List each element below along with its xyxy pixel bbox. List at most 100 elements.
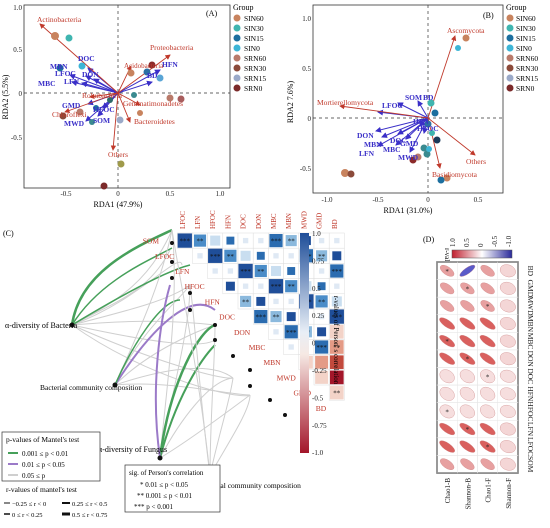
- b-xtick: -1.0: [321, 196, 333, 204]
- c-sig-star: **: [333, 344, 341, 352]
- a-taxa-label: Proteobacteria: [150, 43, 194, 52]
- d-col-label: Shannon-B: [464, 478, 472, 510]
- c-heat-mark: [242, 283, 249, 289]
- a-xtick: 0: [116, 190, 120, 198]
- c-sig-star: ***: [332, 268, 343, 276]
- c-sig-star: ***: [180, 238, 191, 246]
- d-col-label: Shannon-F: [505, 478, 513, 509]
- a-env-label: GMD: [62, 101, 81, 110]
- d-heat-ellipse: [480, 265, 495, 277]
- d-sig-star: *: [486, 303, 490, 311]
- d-heat-ellipse: [459, 264, 476, 277]
- c-row-label: DON: [234, 328, 251, 337]
- c-node-label: α-diversity of Fungus: [98, 445, 167, 454]
- c-heat-mark: [242, 237, 249, 244]
- c-col-header: BD: [331, 219, 339, 229]
- c-heat-mark: [240, 250, 251, 261]
- d-sig-star: *: [486, 373, 490, 381]
- d-heat-ellipse: [499, 334, 516, 348]
- d-row-label: GMD: [526, 280, 535, 298]
- c-col-header: MWD: [300, 211, 308, 229]
- b-taxa-label: Ascomycota: [447, 26, 485, 35]
- a-legend: Group SIN60 SIN30 SIN15 SIN0 SRN60 SRN30…: [233, 3, 266, 93]
- c-heat-mark: [258, 283, 264, 289]
- c-mantel-p-title: p-values of Mantel's test: [6, 435, 80, 444]
- b-xlabel: RDA1 (31.0%): [384, 206, 433, 215]
- b-ytick: -0.5: [300, 165, 312, 173]
- d-heat-ellipse: [479, 422, 496, 436]
- a-env-label: SOM: [93, 116, 110, 125]
- a-env-label: LFOC: [55, 69, 76, 78]
- a-legend-item: SRN30: [244, 64, 266, 73]
- c-mantel-p-item: 0.001 ≤ p < 0.01: [22, 450, 69, 458]
- c-sig-star: **: [333, 390, 341, 398]
- c-heat-mark: [288, 253, 294, 259]
- b-env-label: HFN: [413, 117, 429, 126]
- c-heat-mark: [240, 295, 252, 307]
- c-mantel-r-item: 0.5 ≤ r < 0.75: [72, 512, 107, 519]
- b-env-label: MBN: [364, 140, 382, 149]
- c-col-header: HFOC: [209, 210, 217, 229]
- c-row-label: HFOC: [185, 282, 205, 291]
- c-sig-star: **: [318, 298, 326, 306]
- d-heat-ellipse: [479, 440, 496, 453]
- a-env-label: MWD: [64, 119, 85, 128]
- c-col-header: GMD: [316, 213, 324, 229]
- c-heat-mark: [331, 296, 342, 307]
- c-heat-mark: [330, 264, 344, 278]
- d-row-label: BD: [526, 266, 535, 277]
- b-legend-title: Group: [506, 3, 526, 12]
- d-heat-ellipse: [480, 369, 496, 384]
- c-colorbar-tick: 0.75: [312, 257, 325, 265]
- d-row-label: MBC: [526, 333, 535, 350]
- panel-d: (D) r-value 1.0 0.5 0 -0.5 -1.0 * * * * * * * * * BD…: [423, 235, 535, 510]
- d-row-label: MWD: [526, 296, 535, 316]
- c-row-label: DOC: [219, 313, 235, 322]
- c-heat-mark: [329, 370, 344, 385]
- c-col-header: MBN: [285, 213, 293, 229]
- b-env-label: DOC: [390, 136, 407, 145]
- d-row-label: SOM: [526, 456, 535, 473]
- c-heat-mark: [318, 268, 325, 274]
- b-ytick: 0: [308, 115, 312, 123]
- c-sig-star: ***: [332, 314, 343, 322]
- d-sig-star: *: [445, 338, 449, 346]
- c-row-label: MWD: [277, 373, 297, 382]
- c-heat-mark: [268, 279, 284, 294]
- c-heat-mark: [224, 249, 237, 262]
- c-colorbar-tick: -0.75: [312, 422, 327, 430]
- b-env-label: DON: [357, 131, 374, 140]
- a-legend-item: SIN15: [244, 34, 264, 43]
- d-colorbar-tick: -1.0: [505, 235, 513, 247]
- c-heat-mark: [329, 309, 344, 324]
- b-xtick: 0: [426, 196, 430, 204]
- b-env-label: BD: [423, 93, 434, 102]
- d-heat-ellipse: [499, 369, 516, 383]
- c-colorbar-tick: 0.25: [312, 312, 325, 320]
- c-heat-mark: [225, 281, 235, 291]
- c-row-label: HFN: [205, 297, 221, 306]
- a-ylabel: RDA2 (5.5%): [1, 74, 10, 119]
- c-heat-mark: [329, 340, 344, 354]
- d-heat-ellipse: [459, 422, 476, 436]
- c-heat-mark: [258, 237, 264, 244]
- a-ytick: 0: [19, 90, 23, 98]
- c-heat-mark: [329, 355, 344, 370]
- b-legend-item: SRN60: [516, 54, 538, 63]
- c-col-header: DON: [255, 214, 263, 229]
- a-env-label: Acidobacteria: [124, 62, 164, 70]
- a-env-label: HFN: [162, 60, 178, 69]
- d-heat-ellipse: [439, 404, 455, 419]
- b-xtick: 0.5: [474, 196, 483, 204]
- d-heat-ellipse: [440, 458, 455, 470]
- c-heat-mark: [314, 340, 329, 354]
- d-sig-star: *: [466, 285, 470, 293]
- b-legend: Group SIN60 SIN30 SIN15 SIN0 SRN60 SRN30…: [506, 3, 538, 93]
- d-row-label: LFN: [526, 422, 535, 437]
- c-heat-mark: [334, 283, 340, 289]
- d-heat-ellipse: [479, 352, 496, 365]
- d-heat-ellipse: [439, 352, 455, 365]
- d-heat-ellipse: [459, 335, 476, 348]
- b-env-label: SOM: [405, 93, 422, 102]
